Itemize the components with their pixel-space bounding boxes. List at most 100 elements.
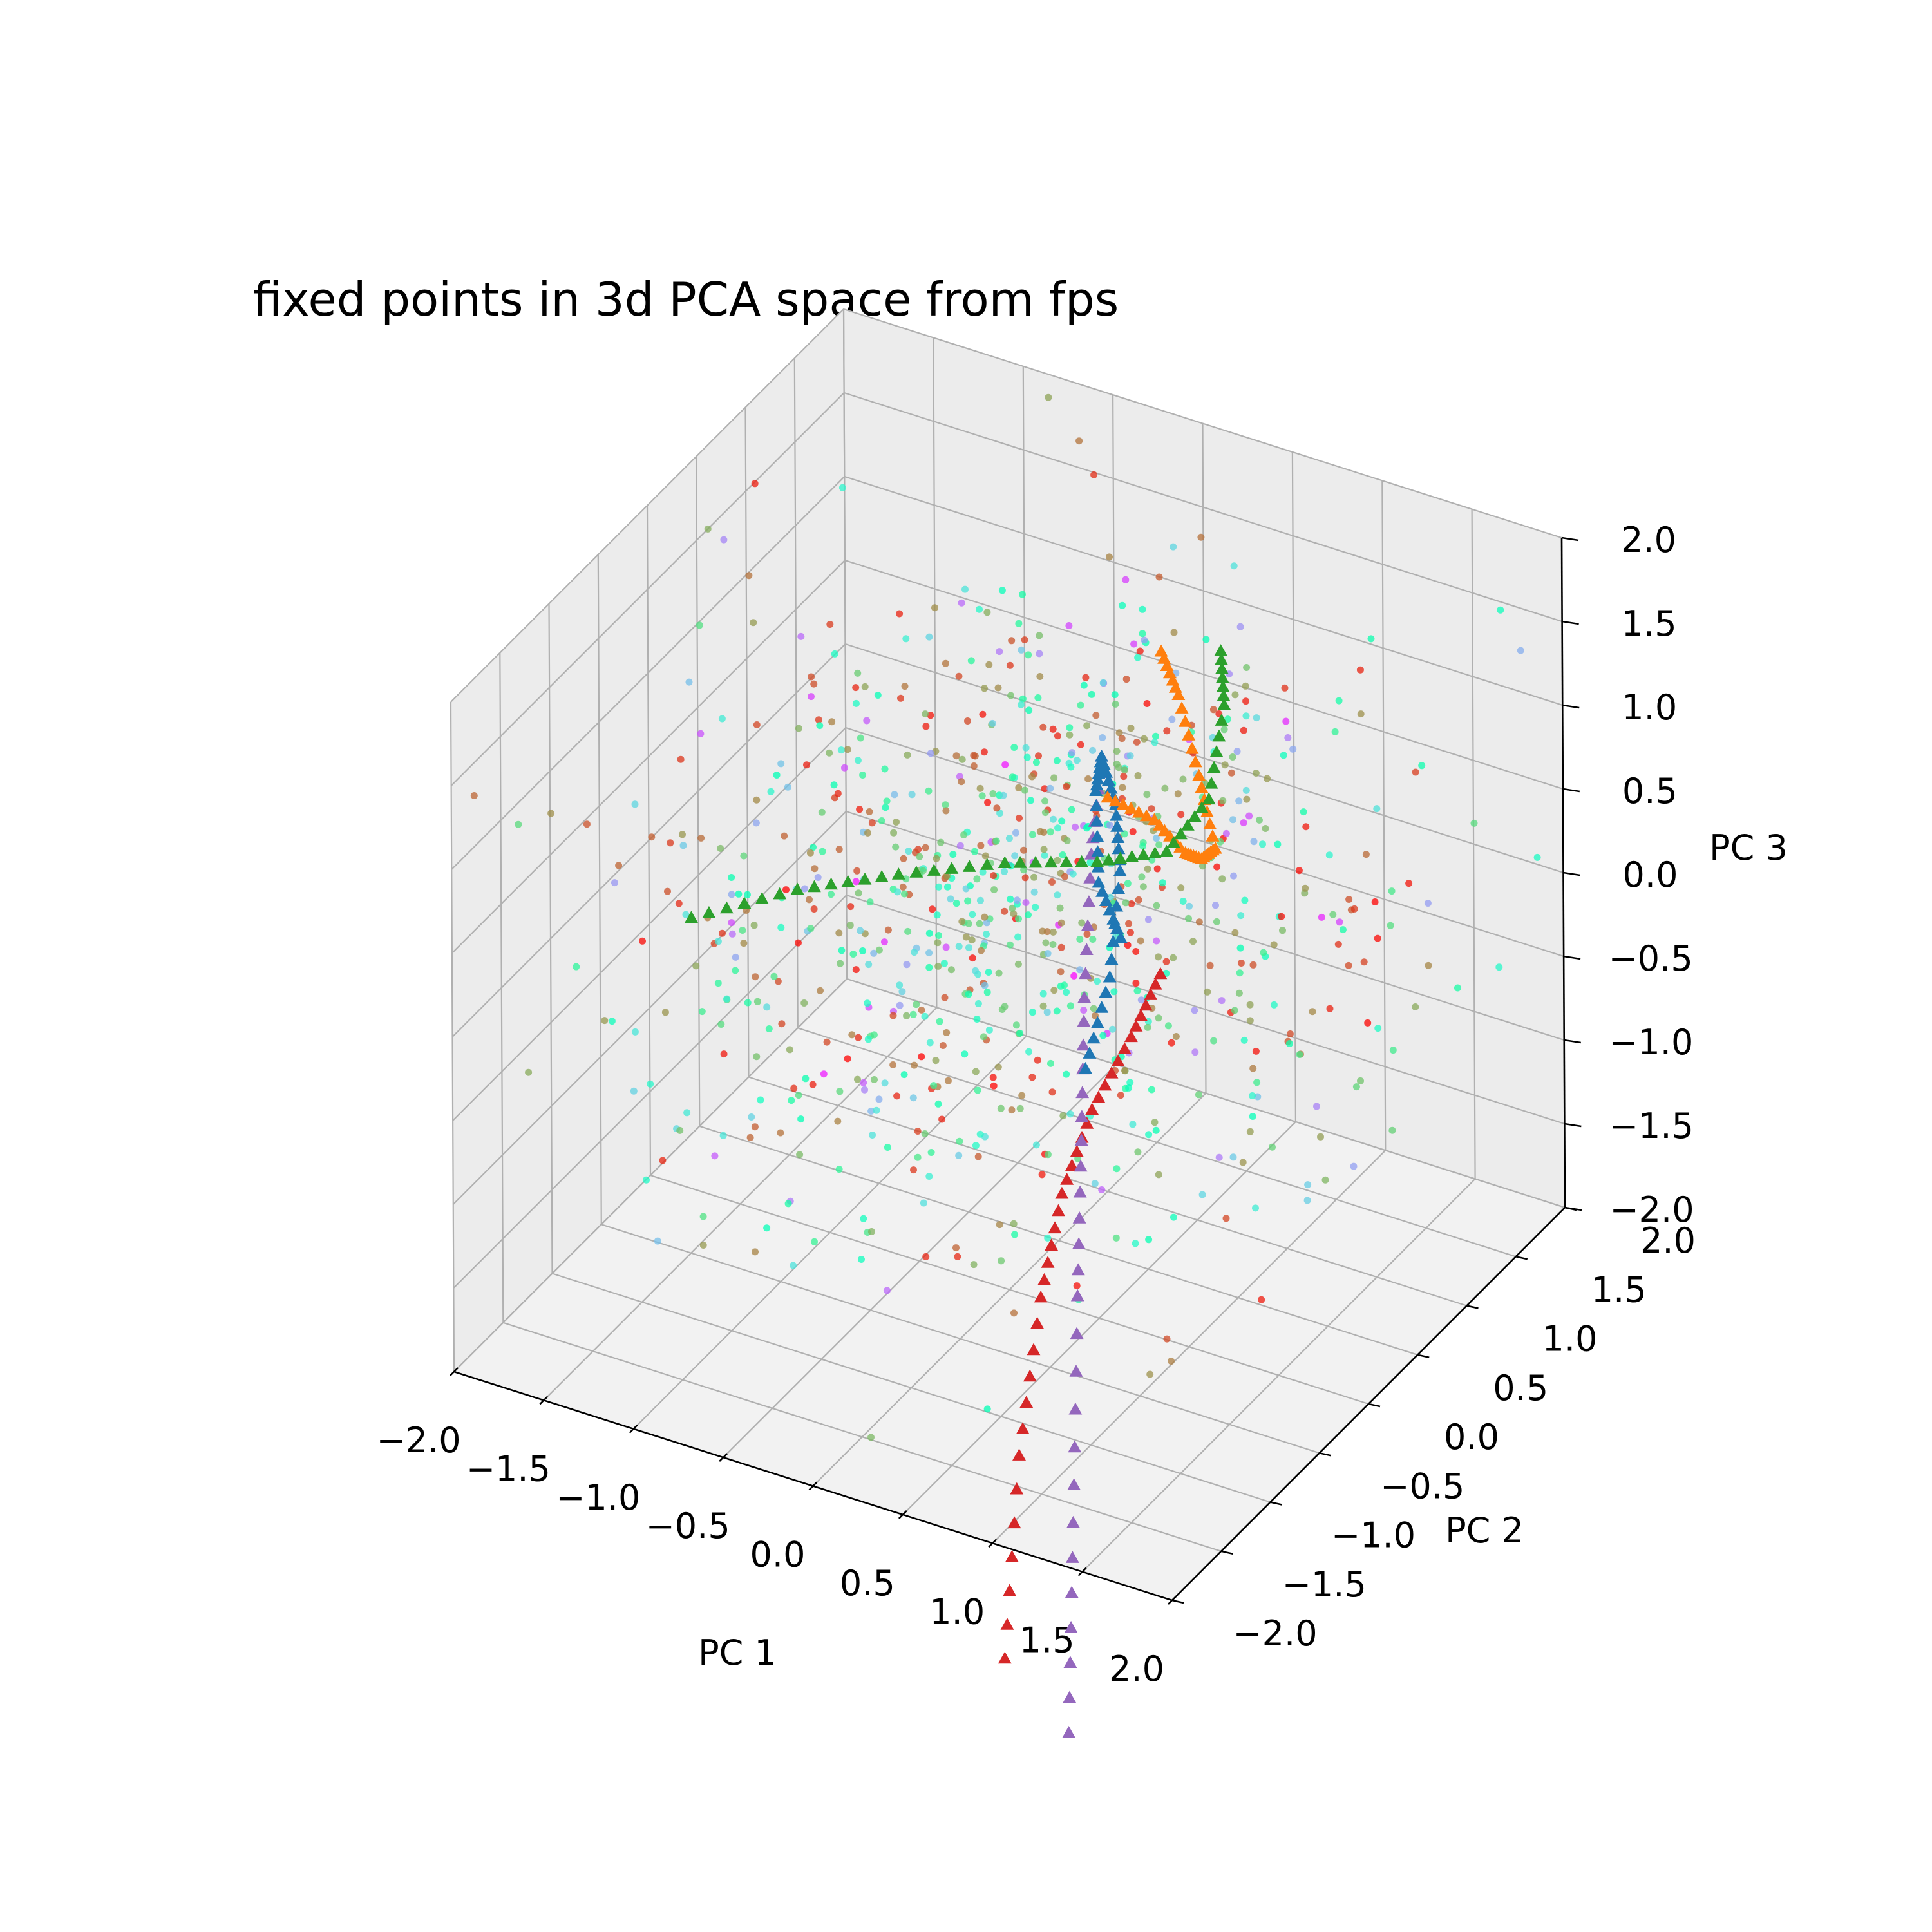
fixed-point — [728, 874, 735, 881]
fixed-point — [1241, 896, 1249, 904]
fixed-point — [976, 896, 984, 904]
fixed-point — [751, 1123, 759, 1131]
fixed-point — [922, 723, 930, 730]
fixed-point — [1289, 745, 1297, 753]
trajectory-marker — [1204, 776, 1218, 789]
fixed-point — [974, 1153, 982, 1160]
fixed-point — [753, 796, 761, 804]
fixed-point — [934, 939, 942, 947]
fixed-point — [1001, 867, 1008, 875]
fixed-point — [972, 967, 979, 974]
fixed-point — [1077, 741, 1084, 748]
fixed-point — [861, 1086, 868, 1094]
fixed-point — [1357, 710, 1365, 718]
fixed-point — [1018, 646, 1025, 654]
fixed-point — [1015, 915, 1022, 923]
fixed-point — [1195, 918, 1203, 926]
fixed-point — [956, 842, 964, 849]
fixed-point — [859, 947, 867, 954]
trajectory-marker — [1080, 1117, 1094, 1129]
fixed-point — [750, 619, 757, 627]
trajectory-marker — [1064, 1620, 1078, 1633]
x-axis-label: PC 1 — [698, 1633, 777, 1673]
fixed-point — [1063, 1070, 1070, 1078]
fixed-point — [692, 962, 700, 970]
trajectory-marker — [773, 887, 787, 900]
fixed-point — [1091, 1180, 1099, 1188]
fixed-point — [1219, 797, 1227, 804]
fixed-point — [898, 988, 906, 996]
fixed-point — [874, 692, 882, 699]
trajectory-marker — [1044, 855, 1058, 868]
fixed-point — [1054, 857, 1061, 864]
fixed-point — [1454, 984, 1461, 992]
fixed-point — [748, 1113, 755, 1121]
x-tick-label: 1.0 — [929, 1591, 985, 1632]
fixed-point — [790, 1084, 798, 1092]
fixed-point — [1153, 865, 1161, 873]
fixed-point — [1083, 931, 1091, 938]
trajectory-marker — [1175, 701, 1189, 714]
fixed-point — [1269, 1143, 1276, 1151]
fixed-point — [855, 1034, 862, 1041]
fixed-point — [1270, 1001, 1278, 1009]
y-tick-label: 0.0 — [1444, 1417, 1499, 1457]
trajectory-marker — [1106, 934, 1120, 947]
fixed-point — [1153, 902, 1160, 909]
trajectory-marker — [1113, 931, 1128, 943]
gridline-y — [548, 603, 1271, 1503]
fixed-point — [990, 1082, 998, 1090]
fixed-point — [1246, 1001, 1254, 1009]
fixed-point — [818, 808, 826, 816]
trajectory-marker — [1093, 761, 1106, 773]
fixed-point — [810, 844, 817, 851]
fixed-point — [1008, 1106, 1016, 1114]
fixed-point — [753, 1053, 761, 1061]
fixed-point — [947, 966, 955, 974]
y-tick-label: 1.0 — [1542, 1319, 1598, 1359]
fixed-point — [899, 883, 907, 891]
fixed-point — [981, 981, 989, 989]
fixed-point — [981, 685, 988, 692]
fixed-point — [942, 807, 950, 815]
fixed-point — [893, 819, 900, 826]
fixed-point — [1345, 896, 1353, 903]
fixed-point — [1061, 873, 1068, 880]
fixed-point — [1020, 846, 1027, 854]
fixed-point — [1008, 637, 1016, 645]
fixed-point — [1006, 941, 1014, 949]
trajectory-marker — [1153, 967, 1168, 980]
fixed-point — [958, 918, 966, 925]
fixed-point — [1134, 1148, 1142, 1156]
trajectory-marker — [685, 911, 698, 923]
z-tick-mark — [1564, 1122, 1582, 1128]
fixed-point — [1032, 759, 1040, 766]
x-tick-mark — [719, 1453, 728, 1463]
trajectory-marker — [1208, 841, 1222, 854]
fixed-point — [723, 995, 730, 1003]
fixed-point — [699, 1242, 707, 1249]
fixed-point — [1066, 731, 1074, 739]
trajectory-marker — [1112, 882, 1125, 894]
trajectory-marker — [1110, 820, 1124, 832]
trajectory-marker — [1012, 1448, 1026, 1461]
fixed-point — [883, 797, 891, 805]
fixed-point — [1356, 666, 1364, 674]
fixed-point — [753, 721, 761, 728]
trajectory-marker — [1065, 1159, 1079, 1171]
fixed-point — [1017, 701, 1025, 708]
fixed-point — [1034, 1056, 1041, 1064]
fixed-point — [985, 661, 993, 668]
fixed-point — [925, 787, 933, 795]
fixed-point — [1132, 980, 1140, 987]
fixed-point — [1057, 943, 1065, 951]
fixed-point — [1331, 728, 1339, 735]
fixed-point — [934, 962, 942, 970]
fixed-point — [893, 1092, 901, 1100]
fixed-point — [933, 911, 941, 919]
fixed-point — [1218, 875, 1226, 883]
fixed-point — [1045, 393, 1052, 401]
fixed-point — [1152, 1126, 1160, 1134]
fixed-point — [934, 1100, 942, 1108]
trajectory-marker — [1110, 922, 1124, 934]
